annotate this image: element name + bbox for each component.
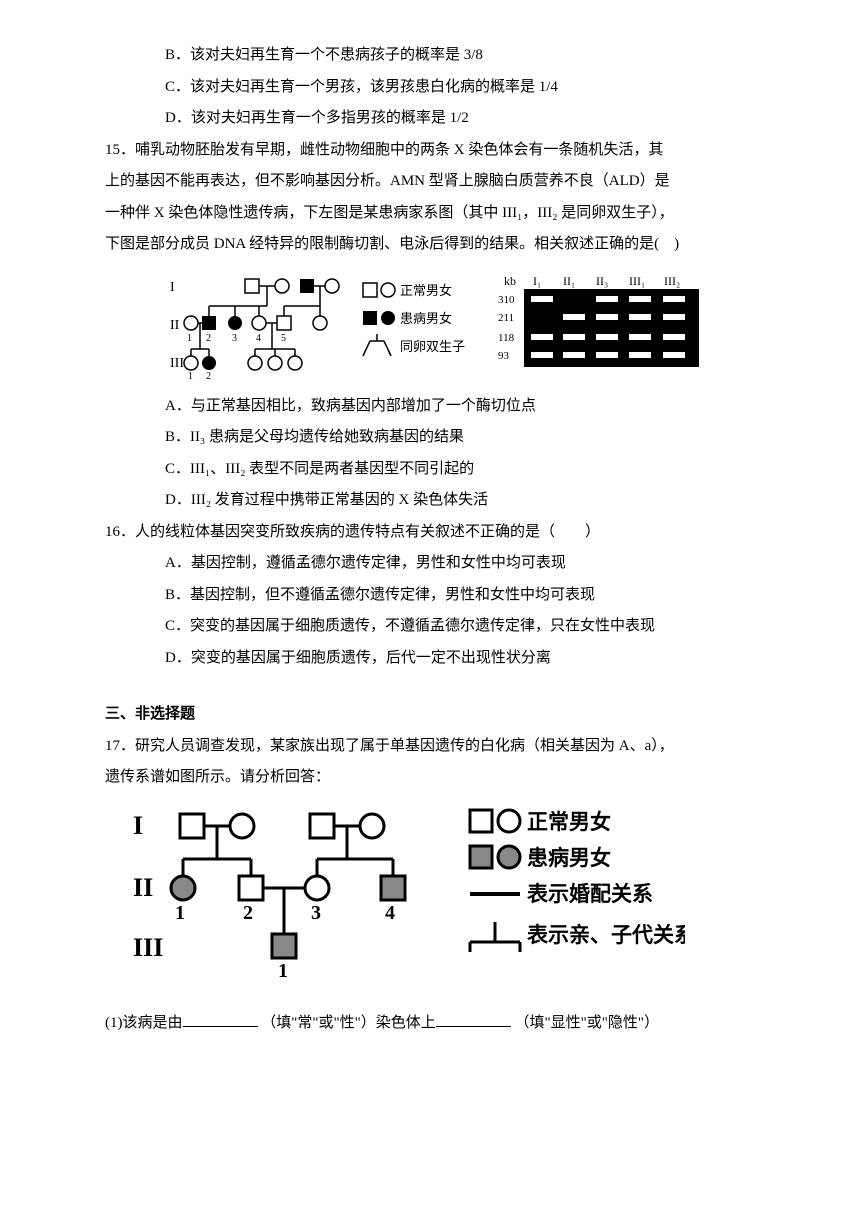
- q15-stem-3: 一种伴 X 染色体隐性遗传病，下左图是某患病家系图（其中 III₁，III₂ 是…: [105, 198, 755, 230]
- q17-sub1: (1)该病是由 （填"常"或"性"）染色体上 （填"显性"或"隐性"）: [105, 1008, 755, 1040]
- svg-text:II: II: [170, 318, 180, 333]
- q16-option-a: A．基因控制，遵循孟德尔遗传定律，男性和女性中均可表现: [105, 548, 755, 580]
- q14-option-d: D．该对夫妇再生育一个多指男孩的概率是 1/2: [105, 103, 755, 135]
- blank-1[interactable]: [183, 1009, 258, 1027]
- q15-option-b: B．II₃ 患病是父母均遗传给她致病基因的结果: [105, 422, 755, 454]
- q16-option-b: B．基因控制，但不遵循孟德尔遗传定律，男性和女性中均可表现: [105, 580, 755, 612]
- svg-text:1: 1: [187, 333, 192, 344]
- svg-text:I₁: I₁: [533, 274, 541, 288]
- svg-text:患病男女: 患病男女: [527, 846, 611, 870]
- svg-text:2: 2: [206, 371, 211, 381]
- svg-text:3: 3: [311, 902, 321, 924]
- q15-stem-4: 下图是部分成员 DNA 经特异的限制酶切割、电泳后得到的结果。相关叙述正确的是(…: [105, 229, 755, 261]
- q15-option-d: D．III₂ 发育过程中携带正常基因的 X 染色体失活: [105, 485, 755, 517]
- svg-text:III: III: [133, 933, 163, 962]
- q15-stem-1: 15．哺乳动物胚胎发有早期，雌性动物细胞中的两条 X 染色体会有一条随机失活，其: [105, 135, 755, 167]
- q17-sub1-c: （填"显性"或"隐性"）: [515, 1015, 660, 1031]
- svg-text:正常男女: 正常男女: [400, 283, 452, 298]
- svg-text:III: III: [170, 356, 184, 371]
- svg-text:表示婚配关系: 表示婚配关系: [527, 882, 653, 906]
- q17-sub1-b: （填"常"或"性"）染色体上: [261, 1015, 436, 1031]
- svg-text:4: 4: [385, 902, 395, 924]
- q17-stem-1: 17．研究人员调查发现，某家族出现了属于单基因遗传的白化病（相关基因为 A、a）…: [105, 731, 755, 763]
- svg-text:表示亲、子代关系: 表示亲、子代关系: [527, 923, 685, 947]
- svg-text:310: 310: [498, 294, 515, 306]
- svg-text:2: 2: [206, 333, 211, 344]
- svg-text:93: 93: [498, 350, 510, 362]
- legend-1: 正常男女 患病男女 同卵双生子: [358, 271, 473, 371]
- q16-option-c: C．突变的基因属于细胞质遗传，不遵循孟德尔遗传定律，只在女性中表现: [105, 611, 755, 643]
- svg-text:4: 4: [256, 333, 261, 344]
- svg-text:1: 1: [278, 960, 288, 982]
- svg-text:II₃: II₃: [596, 274, 608, 288]
- svg-text:I: I: [170, 280, 175, 295]
- svg-text:kb: kb: [504, 274, 516, 288]
- q17-stem-2: 遗传系谱如图所示。请分析回答：: [105, 762, 755, 794]
- svg-text:3: 3: [232, 333, 237, 344]
- gel-electrophoresis: kb I₁ II₁ II₃ III₁ III₂ 310 211 118 93: [496, 271, 701, 371]
- q14-option-c: C．该对夫妇再生育一个男孩，该男孩患白化病的概率是 1/4: [105, 72, 755, 104]
- svg-text:5: 5: [281, 333, 286, 344]
- q15-stem-2: 上的基因不能再表达，但不影响基因分析。AMN 型肾上腺脑白质营养不良（ALD）是: [105, 166, 755, 198]
- svg-text:2: 2: [243, 902, 253, 924]
- svg-text:I: I: [133, 811, 143, 840]
- q17-sub1-a: (1)该病是由: [105, 1015, 183, 1031]
- svg-text:患病男女: 患病男女: [400, 311, 452, 326]
- q15-option-c: C．III₁、III₂ 表型不同是两者基因型不同引起的: [105, 454, 755, 486]
- q16-stem: 16．人的线粒体基因突变所致疾病的遗传特点有关叙述不正确的是（ ）: [105, 517, 755, 549]
- svg-text:211: 211: [498, 312, 514, 324]
- q14-option-b: B．该对夫妇再生育一个不患病孩子的概率是 3/8: [105, 40, 755, 72]
- pedigree-chart-1: I II 1 2 3 4: [165, 271, 340, 381]
- q16-option-d: D．突变的基因属于细胞质遗传，后代一定不出现性状分离: [105, 643, 755, 675]
- svg-text:正常男女: 正常男女: [527, 810, 611, 834]
- svg-text:同卵双生子: 同卵双生子: [400, 339, 465, 354]
- svg-text:II: II: [133, 873, 153, 902]
- q15-option-a: A．与正常基因相比，致病基因内部增加了一个酶切位点: [105, 391, 755, 423]
- pedigree-chart-2: I II 1 2 3 4 III 1 正常男女 患病男女: [125, 804, 685, 986]
- svg-text:1: 1: [188, 371, 193, 381]
- svg-text:III₁: III₁: [629, 274, 645, 288]
- svg-text:III₂: III₂: [664, 274, 680, 288]
- q17-figure: I II 1 2 3 4 III 1 正常男女 患病男女: [125, 804, 755, 999]
- section-3-title: 三、非选择题: [105, 699, 755, 731]
- blank-2[interactable]: [436, 1009, 511, 1027]
- svg-text:II₁: II₁: [563, 274, 575, 288]
- q15-figure: I II 1 2 3 4: [165, 271, 755, 381]
- svg-text:118: 118: [498, 332, 515, 344]
- svg-text:1: 1: [175, 902, 185, 924]
